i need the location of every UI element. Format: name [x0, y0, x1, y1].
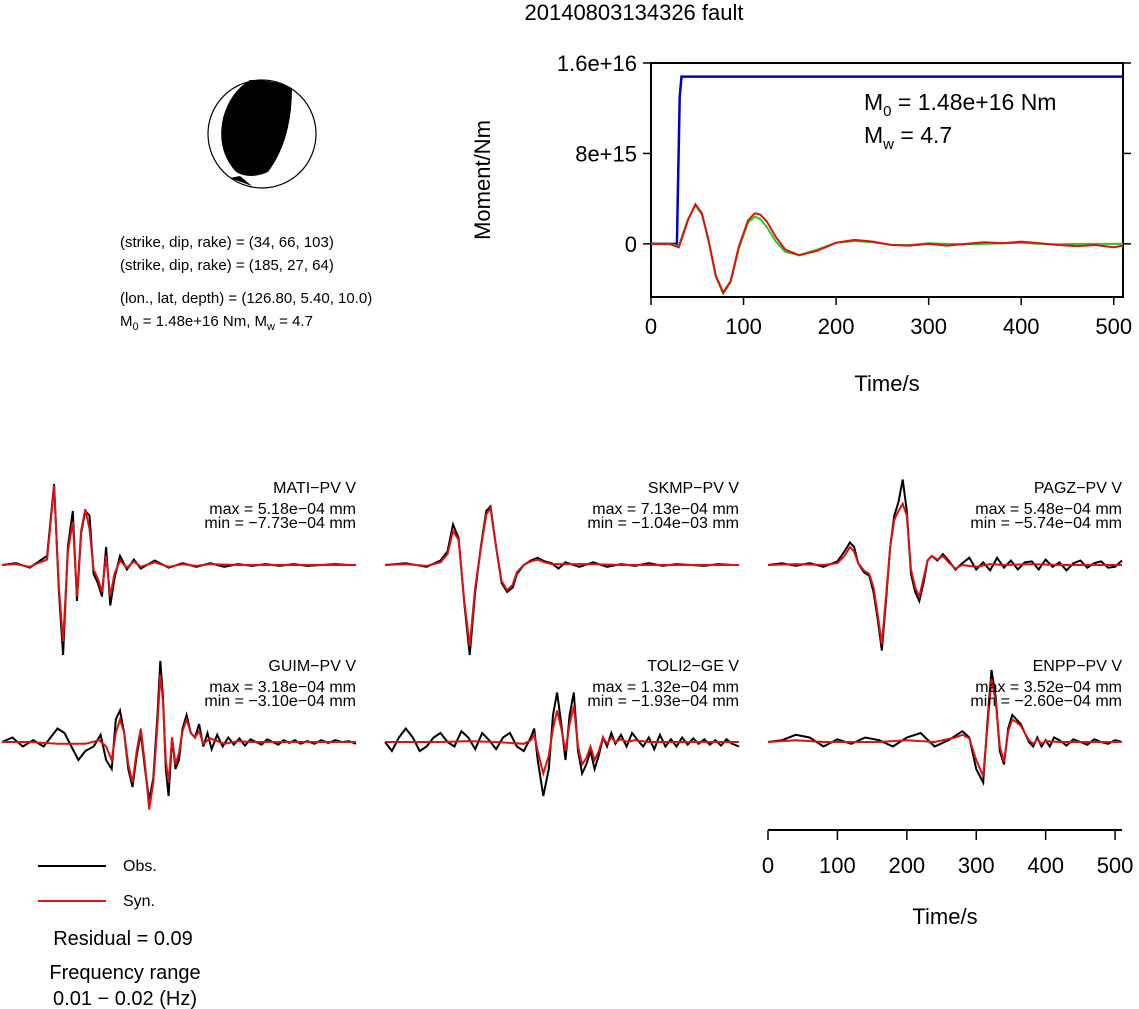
beachball-compression-lobe: [230, 176, 252, 186]
moment-plot-frame: [650, 62, 1124, 298]
nodal-plane-2: (strike, dip, rake) = (185, 27, 64): [120, 257, 334, 274]
synthetic-trace-2: [767, 501, 1122, 645]
frequency-range-label: Frequency range: [49, 962, 200, 984]
synthetic-trace-3: [2, 674, 356, 810]
station-max-5: max = 3.52e−04 mm: [975, 679, 1122, 696]
waveform-time-axis: Time/s 0 100 200 300 400 500: [762, 829, 1134, 929]
moment-magnitude-text: M0 = 1.48e+16 Nm, Mw = 4.7: [120, 313, 313, 333]
station-max-3: max = 3.18e−04 mm: [209, 679, 356, 696]
mechanism-info: (strike, dip, rake) = (34, 66, 103) (str…: [120, 234, 372, 333]
wave-xtick-label-0: 0: [762, 853, 774, 878]
station-label-2: PAGZ−PV V: [1034, 480, 1123, 497]
synthetic-trace-1: [384, 505, 739, 647]
moment-plot-xlabel: Time/s: [854, 371, 919, 396]
moment-xtick-label-100: 100: [725, 314, 762, 339]
station-max-1: max = 7.13e−04 mm: [592, 501, 739, 518]
frequency-range-value: 0.01 − 0.02 (Hz): [53, 988, 197, 1009]
moment-rate-plot: Moment/Nm Time/s 0 100 200 300 400 500 1.6e+1…: [470, 51, 1132, 396]
station-min-4: min = −1.93e−04 mm: [587, 693, 739, 710]
station-min-2: min = −5.74e−04 mm: [970, 515, 1122, 532]
moment-xtick-label-200: 200: [818, 314, 855, 339]
moment-annotation-m0: M0 = 1.48e+16 Nm: [864, 89, 1056, 120]
station-min-1: min = −1.04e−03 mm: [587, 515, 739, 532]
synthetic-trace-0: [1, 485, 356, 642]
moment-series-1: [651, 203, 1123, 296]
moment-xtick-label-0: 0: [645, 314, 657, 339]
nodal-plane-1: (strike, dip, rake) = (34, 66, 103): [120, 234, 334, 251]
moment-plot-ylabel: Moment/Nm: [470, 120, 495, 240]
wave-xtick-label-300: 300: [958, 853, 995, 878]
synthetic-trace-5: [767, 678, 1122, 777]
residual-label: Residual = 0.09: [53, 928, 193, 950]
beachball: [207, 79, 317, 189]
station-min-0: min = −7.73e−04 mm: [204, 515, 356, 532]
wave-xtick-label-400: 400: [1027, 853, 1064, 878]
moment-xtick-label-300: 300: [910, 314, 947, 339]
station-min-5: min = −2.60e−04 mm: [970, 693, 1122, 710]
waveform-axis-xlabel: Time/s: [912, 904, 977, 929]
figure-title: 20140803134326 fault: [525, 0, 744, 25]
moment-ytick-label-2: 0: [625, 232, 637, 257]
station-label-5: ENPP−PV V: [1033, 658, 1123, 675]
station-max-4: max = 1.32e−04 mm: [592, 679, 739, 696]
station-label-0: MATI−PV V: [273, 480, 356, 497]
legend-syn-label: Syn.: [123, 893, 155, 910]
wave-xtick-label-200: 200: [888, 853, 925, 878]
station-min-3: min = −3.10e−04 mm: [204, 693, 356, 710]
legend: Obs. Syn.: [38, 858, 157, 910]
beachball-compression-region: [221, 80, 292, 176]
moment-ytick-label-1: 8e+15: [575, 141, 637, 166]
moment-series-2: [651, 202, 1124, 295]
location-depth: (lon., lat, depth) = (126.80, 5.40, 10.0…: [120, 290, 372, 307]
station-label-4: TOLI2−GE V: [647, 658, 739, 675]
moment-xtick-label-500: 500: [1095, 314, 1132, 339]
moment-xtick-label-400: 400: [1003, 314, 1040, 339]
station-max-2: max = 5.48e−04 mm: [975, 501, 1122, 518]
synthetic-trace-4: [385, 705, 739, 778]
station-max-0: max = 5.18e−04 mm: [209, 501, 356, 518]
moment-annotation-mw: Mw = 4.7: [864, 122, 952, 153]
wave-xtick-label-100: 100: [819, 853, 856, 878]
station-label-3: GUIM−PV V: [268, 658, 356, 675]
station-label-1: SKMP−PV V: [648, 480, 739, 497]
legend-obs-label: Obs.: [123, 858, 157, 875]
moment-ytick-label-0: 1.6e+16: [557, 51, 637, 76]
wave-xtick-label-500: 500: [1097, 853, 1134, 878]
